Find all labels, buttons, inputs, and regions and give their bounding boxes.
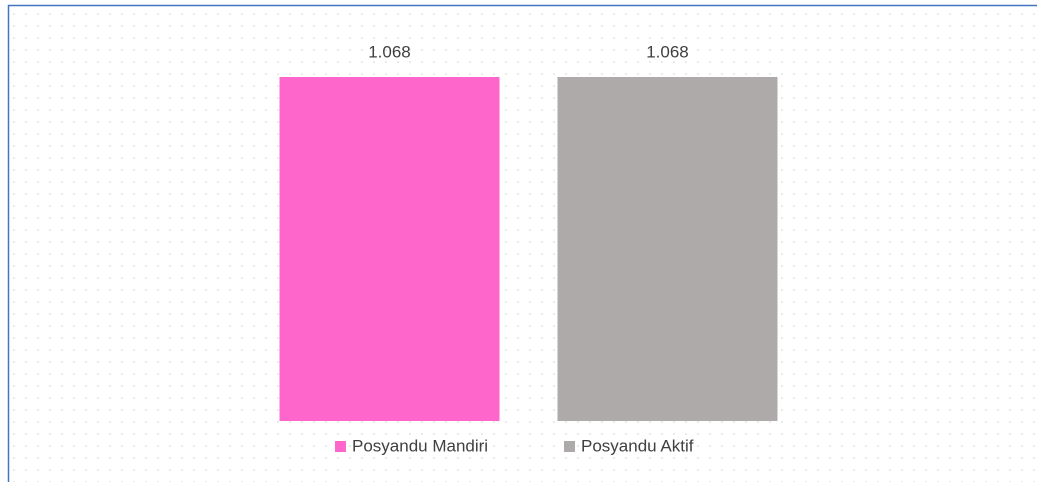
legend-swatch [564, 441, 575, 452]
legend-swatch [335, 441, 346, 452]
bar [280, 77, 500, 421]
bar [558, 77, 778, 421]
chart-frame [9, 6, 1037, 483]
data-label: 1.068 [646, 42, 689, 61]
legend-label: Posyandu Mandiri [352, 436, 488, 455]
data-label: 1.068 [368, 42, 411, 61]
legend-label: Posyandu Aktif [581, 436, 694, 455]
